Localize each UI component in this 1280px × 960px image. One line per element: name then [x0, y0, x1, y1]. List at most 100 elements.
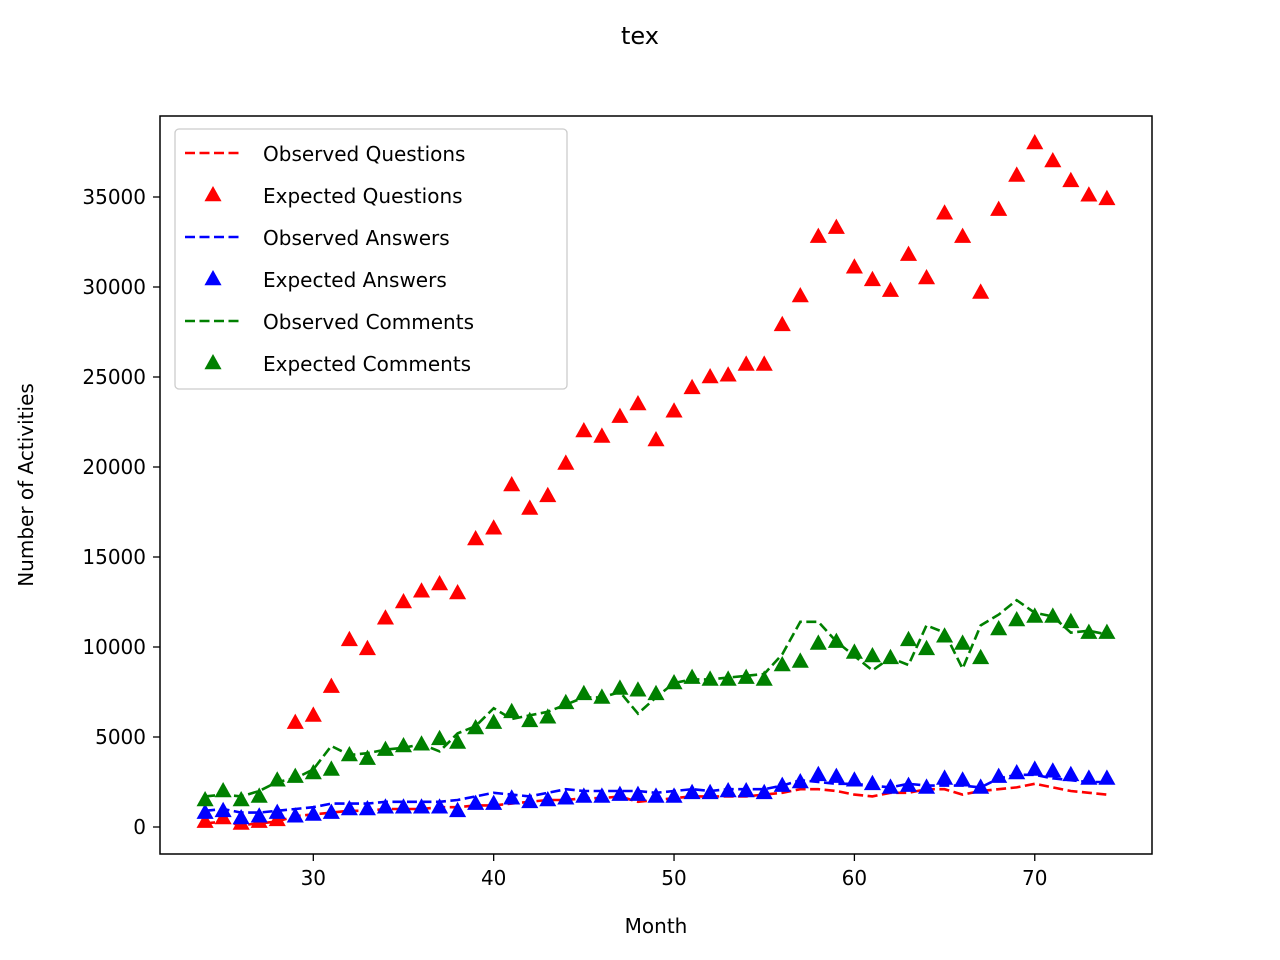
data-point [791, 287, 809, 303]
plot-frame [159, 115, 1153, 855]
legend-label: Observed Questions [263, 142, 465, 166]
data-point [539, 708, 557, 724]
data-point [394, 798, 413, 814]
data-point [485, 519, 503, 535]
data-point [737, 355, 755, 371]
data-point [629, 681, 647, 697]
data-point [250, 807, 268, 823]
data-point [755, 355, 773, 371]
y-tick-label: 35000 [82, 185, 146, 209]
legend-entry: Expected Comments [204, 352, 471, 376]
data-point [881, 281, 900, 297]
data-point [899, 630, 918, 647]
legend-entry: Observed Questions [185, 142, 465, 166]
data-point [809, 634, 827, 650]
data-point [719, 782, 737, 798]
y-tick-label: 0 [133, 815, 146, 839]
data-point [936, 627, 954, 643]
legend-label: Observed Comments [263, 310, 474, 334]
data-point [286, 807, 304, 823]
data-point [449, 733, 467, 749]
y-axis: 0 5000 10000 15000 20000 25000 30000 35000 [82, 185, 160, 839]
data-point [593, 427, 611, 443]
data-point [376, 798, 395, 814]
legend-entry: Expected Questions [204, 184, 463, 208]
data-point [322, 803, 340, 819]
data-point [340, 800, 358, 816]
data-point [1080, 623, 1098, 639]
data-point [467, 530, 485, 546]
data-point [701, 368, 719, 384]
data-point [394, 593, 413, 609]
data-point [196, 812, 214, 828]
data-point [629, 785, 647, 801]
data-point [972, 778, 990, 794]
data-point [1062, 171, 1080, 188]
data-point [917, 269, 936, 285]
data-point [683, 378, 701, 395]
data-point [683, 668, 701, 684]
data-point [196, 803, 214, 819]
data-point [304, 764, 322, 780]
data-point [990, 200, 1008, 216]
data-point [557, 693, 575, 710]
data-point [954, 227, 972, 243]
data-point [503, 702, 521, 719]
data-point [467, 719, 485, 735]
data-point [340, 746, 358, 762]
data-point [431, 798, 449, 814]
data-point [972, 648, 990, 665]
data-point [737, 668, 755, 684]
data-point [737, 782, 755, 798]
data-point [719, 670, 737, 686]
x-tick-label: 60 [842, 866, 867, 890]
data-point [881, 648, 900, 665]
data-point [1026, 607, 1044, 623]
legend-entry: Observed Answers [185, 226, 450, 250]
data-point [1044, 152, 1062, 168]
y-axis-label: Number of Activities [14, 383, 38, 587]
data-point [539, 791, 557, 807]
data-point [449, 584, 467, 600]
data-point [1026, 760, 1044, 776]
data-point [827, 632, 845, 648]
legend-marker-swatch [204, 270, 222, 286]
data-point [845, 258, 863, 274]
data-point [358, 639, 376, 656]
data-point [214, 801, 232, 818]
data-point [521, 792, 539, 809]
data-point [827, 767, 845, 783]
data-point [503, 789, 521, 805]
x-axis-label: Month [625, 914, 688, 938]
data-point [503, 476, 521, 492]
data-point [1044, 762, 1062, 778]
y-tick-label: 5000 [95, 725, 146, 749]
data-point [467, 794, 485, 810]
data-point [827, 218, 845, 234]
data-point [322, 760, 340, 776]
chart-title: tex [621, 22, 659, 50]
data-point [286, 767, 304, 783]
data-point [521, 711, 539, 728]
data-point [665, 674, 683, 690]
legend-label: Expected Questions [263, 184, 463, 208]
data-point [1026, 134, 1044, 150]
data-point [845, 771, 863, 787]
data-point [1062, 765, 1080, 782]
data-point [376, 740, 395, 756]
data-point [611, 407, 629, 423]
data-point [557, 454, 575, 470]
data-point [376, 609, 395, 625]
y-tick-label: 25000 [82, 365, 146, 389]
data-point [485, 713, 503, 729]
data-point [431, 575, 449, 591]
legend-marker-swatch [204, 354, 222, 370]
data-point [863, 647, 881, 663]
data-point [268, 803, 286, 819]
data-point [1098, 623, 1116, 639]
data-point [286, 713, 304, 729]
data-point [755, 670, 773, 686]
legend: Observed Questions Expected Questions Obse… [174, 128, 568, 390]
data-point [665, 402, 683, 418]
data-point [250, 787, 268, 803]
